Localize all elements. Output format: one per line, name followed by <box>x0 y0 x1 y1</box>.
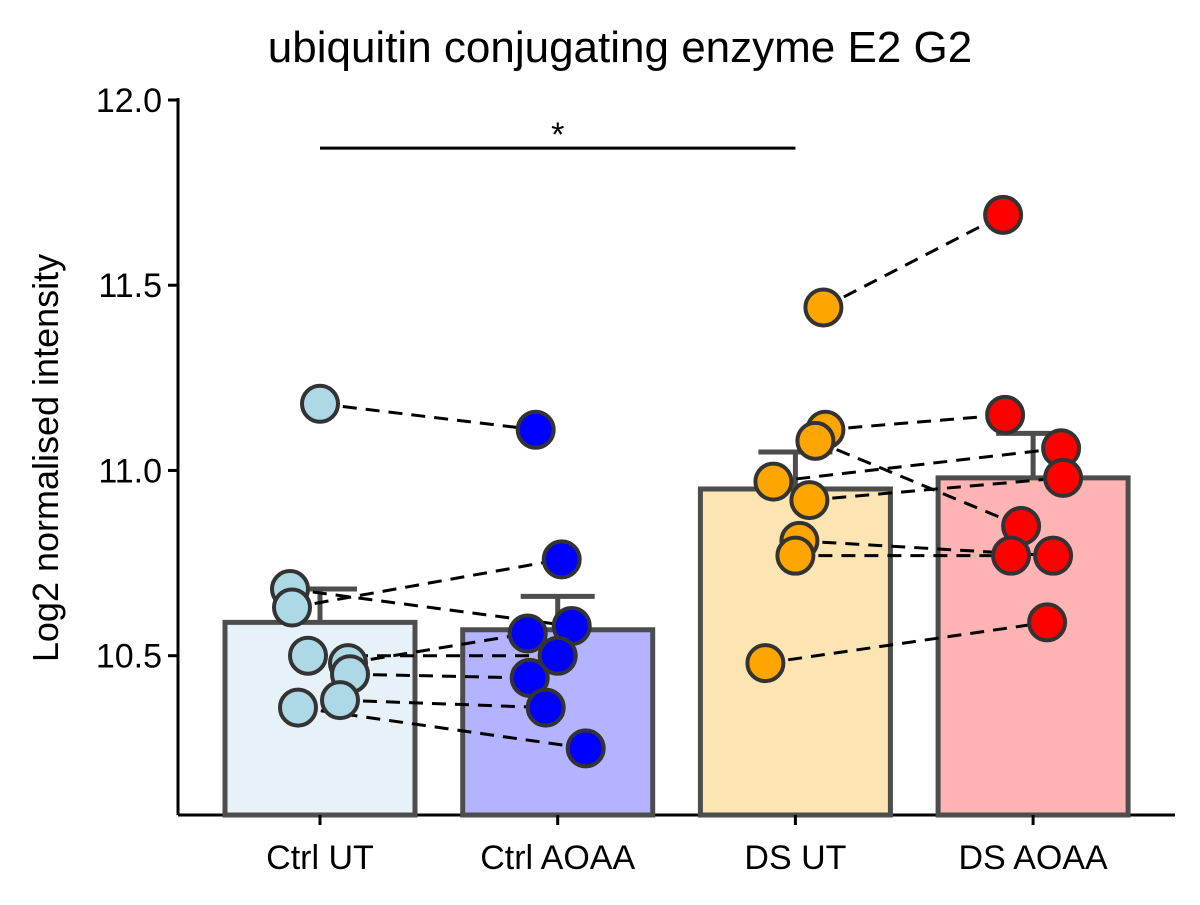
data-point <box>537 635 578 676</box>
x-tick-label: Ctrl UT <box>266 839 374 877</box>
pair-line <box>319 402 536 432</box>
data-point <box>745 643 786 684</box>
data-point <box>985 394 1026 435</box>
data-point <box>753 461 794 502</box>
data-point <box>541 539 582 580</box>
data-point <box>1033 535 1074 576</box>
y-axis-label: Log2 normalised intensity <box>25 254 66 662</box>
data-point <box>507 613 548 654</box>
data-point <box>515 409 556 450</box>
data-point <box>288 635 328 676</box>
pair-line <box>349 672 530 680</box>
pair-line <box>814 439 1022 528</box>
pair-line <box>809 476 1064 502</box>
data-point <box>1043 457 1084 498</box>
data-point <box>278 687 318 728</box>
y-tick-label: 11.5 <box>98 267 162 305</box>
data-point <box>320 680 360 721</box>
pair-line <box>773 446 1062 484</box>
chart-title: ubiquitin conjugating enzyme E2 G2 <box>268 23 972 72</box>
data-point <box>272 587 312 628</box>
pair-line <box>339 698 546 710</box>
y-tick-label: 10.5 <box>96 638 162 676</box>
x-tick-label: DS UT <box>744 839 846 877</box>
data-point <box>789 480 830 521</box>
x-tick-label: Ctrl AOAA <box>480 839 635 877</box>
data-point <box>565 728 606 769</box>
data-point <box>525 687 566 728</box>
data-point <box>300 383 340 424</box>
pair-line <box>765 620 1048 665</box>
data-point <box>1027 602 1068 643</box>
y-tick-label: 11.0 <box>98 452 162 490</box>
pair-line <box>291 557 562 610</box>
y-tick-label: 12.0 <box>96 82 162 120</box>
pair-line <box>825 413 1006 432</box>
data-point <box>775 535 816 576</box>
data-point <box>795 420 836 461</box>
significance-label: * <box>551 116 564 154</box>
x-tick-label: DS AOAA <box>958 839 1108 877</box>
data-point <box>991 535 1032 576</box>
pair-line <box>822 213 1004 309</box>
data-point <box>983 194 1024 235</box>
pair-line <box>347 631 528 665</box>
data-point <box>803 287 844 328</box>
